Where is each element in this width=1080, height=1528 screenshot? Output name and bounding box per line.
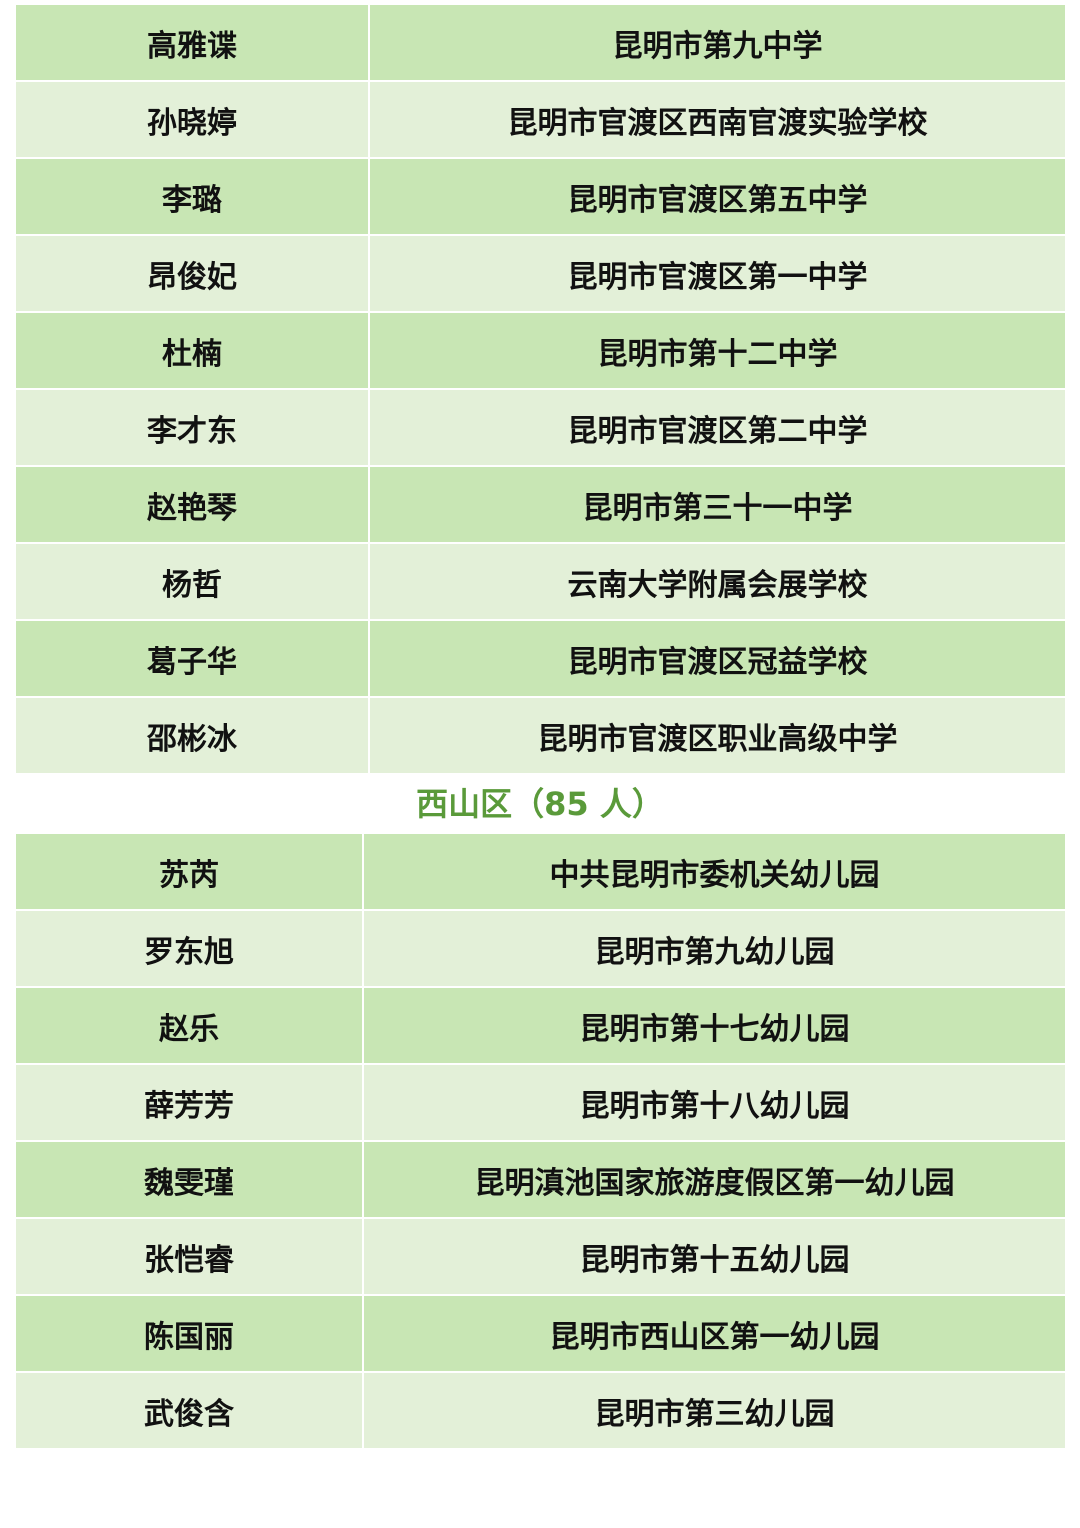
person-name-cell: 赵乐 xyxy=(14,986,364,1065)
person-name-cell: 李才东 xyxy=(14,388,370,467)
school-name-cell: 昆明市第十五幼儿园 xyxy=(362,1217,1067,1296)
school-name-cell: 昆明滇池国家旅游度假区第一幼儿园 xyxy=(362,1140,1067,1219)
person-name-cell: 薛芳芳 xyxy=(14,1063,364,1142)
table-row: 张恺睿 昆明市第十五幼儿园 xyxy=(14,1217,1067,1296)
table-row: 高雅谍 昆明市第九中学 xyxy=(14,3,1067,82)
table-row: 杨哲 云南大学附属会展学校 xyxy=(14,542,1067,621)
person-name-cell: 昂俊妃 xyxy=(14,234,370,313)
person-name-cell: 邵彬冰 xyxy=(14,696,370,775)
school-name-cell: 昆明市西山区第一幼儿园 xyxy=(362,1294,1067,1373)
table-row: 葛子华 昆明市官渡区冠益学校 xyxy=(14,619,1067,698)
person-name-cell: 杜楠 xyxy=(14,311,370,390)
person-name-cell: 赵艳琴 xyxy=(14,465,370,544)
person-name-cell: 陈国丽 xyxy=(14,1294,364,1373)
school-name-cell: 昆明市第十八幼儿园 xyxy=(362,1063,1067,1142)
table-row: 孙晓婷 昆明市官渡区西南官渡实验学校 xyxy=(14,80,1067,159)
school-name-cell: 昆明市官渡区职业高级中学 xyxy=(368,696,1067,775)
table-row: 苏芮 中共昆明市委机关幼儿园 xyxy=(14,832,1067,911)
school-name-cell: 昆明市第九中学 xyxy=(368,3,1067,82)
person-name-cell: 魏雯瑾 xyxy=(14,1140,364,1219)
table-row: 赵艳琴 昆明市第三十一中学 xyxy=(14,465,1067,544)
person-name-cell: 葛子华 xyxy=(14,619,370,698)
table-row: 薛芳芳 昆明市第十八幼儿园 xyxy=(14,1063,1067,1142)
person-name-cell: 罗东旭 xyxy=(14,909,364,988)
school-name-cell: 昆明市官渡区西南官渡实验学校 xyxy=(368,80,1067,159)
table-row: 邵彬冰 昆明市官渡区职业高级中学 xyxy=(14,696,1067,775)
person-name-cell: 杨哲 xyxy=(14,542,370,621)
award-table-guandu: 高雅谍 昆明市第九中学 孙晓婷 昆明市官渡区西南官渡实验学校 李璐 昆明市官渡区第五中学昂… xyxy=(14,3,1067,775)
school-name-cell: 昆明市第九幼儿园 xyxy=(362,909,1067,988)
table-row: 陈国丽 昆明市西山区第一幼儿园 xyxy=(14,1294,1067,1373)
school-name-cell: 昆明市官渡区冠益学校 xyxy=(368,619,1067,698)
person-name-cell: 武俊含 xyxy=(14,1371,364,1450)
school-name-cell: 昆明市官渡区第一中学 xyxy=(368,234,1067,313)
school-name-cell: 昆明市第十七幼儿园 xyxy=(362,986,1067,1065)
school-name-cell: 昆明市第十二中学 xyxy=(368,311,1067,390)
school-name-cell: 昆明市官渡区第二中学 xyxy=(368,388,1067,467)
table-row: 魏雯瑾 昆明滇池国家旅游度假区第一幼儿园 xyxy=(14,1140,1067,1219)
table-row: 李才东 昆明市官渡区第二中学 xyxy=(14,388,1067,467)
section-heading-xishan: 西山区（85 人） xyxy=(416,785,664,823)
person-name-cell: 苏芮 xyxy=(14,832,364,911)
table-row: 杜楠 昆明市第十二中学 xyxy=(14,311,1067,390)
school-name-cell: 昆明市官渡区第五中学 xyxy=(368,157,1067,236)
school-name-cell: 昆明市第三十一中学 xyxy=(368,465,1067,544)
award-table-xishan: 苏芮 中共昆明市委机关幼儿园 罗东旭 昆明市第九幼儿园 赵乐 昆明市第十七幼儿园 薛芳芳 昆明… xyxy=(14,832,1067,1450)
person-name-cell: 高雅谍 xyxy=(14,3,370,82)
school-name-cell: 昆明市第三幼儿园 xyxy=(362,1371,1067,1450)
table-row: 昂俊妃 昆明市官渡区第一中学 xyxy=(14,234,1067,313)
person-name-cell: 张恺睿 xyxy=(14,1217,364,1296)
table-row: 武俊含 昆明市第三幼儿园 xyxy=(14,1371,1067,1450)
person-name-cell: 孙晓婷 xyxy=(14,80,370,159)
table-row: 赵乐 昆明市第十七幼儿园 xyxy=(14,986,1067,1065)
school-name-cell: 中共昆明市委机关幼儿园 xyxy=(362,832,1067,911)
table-row: 罗东旭 昆明市第九幼儿园 xyxy=(14,909,1067,988)
person-name-cell: 李璐 xyxy=(14,157,370,236)
school-name-cell: 云南大学附属会展学校 xyxy=(368,542,1067,621)
table-row: 李璐 昆明市官渡区第五中学 xyxy=(14,157,1067,236)
